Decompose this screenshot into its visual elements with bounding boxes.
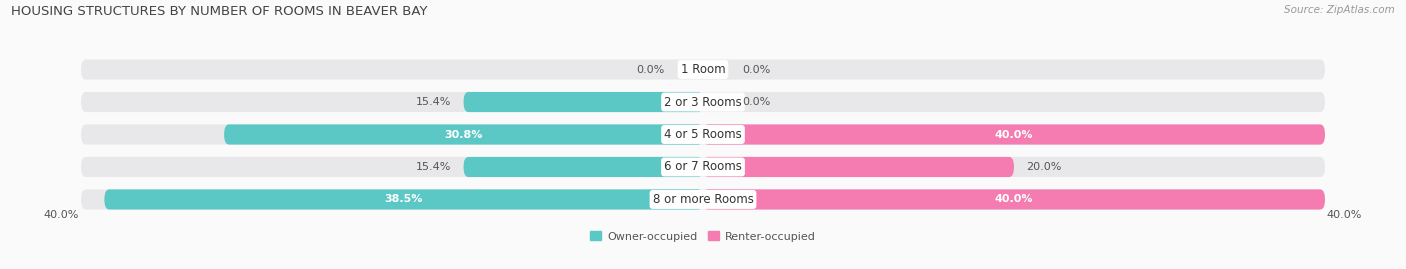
Text: 30.8%: 30.8% [444, 129, 482, 140]
Text: 8 or more Rooms: 8 or more Rooms [652, 193, 754, 206]
Text: 40.0%: 40.0% [44, 210, 79, 220]
FancyBboxPatch shape [464, 157, 703, 177]
Text: Source: ZipAtlas.com: Source: ZipAtlas.com [1284, 5, 1395, 15]
Legend: Owner-occupied, Renter-occupied: Owner-occupied, Renter-occupied [586, 227, 820, 246]
FancyBboxPatch shape [703, 157, 1014, 177]
FancyBboxPatch shape [82, 59, 1324, 80]
FancyBboxPatch shape [82, 92, 1324, 112]
Text: 0.0%: 0.0% [742, 65, 770, 75]
FancyBboxPatch shape [224, 125, 703, 144]
Text: 15.4%: 15.4% [416, 162, 451, 172]
Text: 38.5%: 38.5% [384, 194, 423, 204]
Text: 40.0%: 40.0% [1327, 210, 1362, 220]
FancyBboxPatch shape [82, 157, 1324, 177]
Text: 2 or 3 Rooms: 2 or 3 Rooms [664, 95, 742, 108]
Text: 15.4%: 15.4% [416, 97, 451, 107]
Text: 1 Room: 1 Room [681, 63, 725, 76]
FancyBboxPatch shape [464, 92, 703, 112]
Text: 4 or 5 Rooms: 4 or 5 Rooms [664, 128, 742, 141]
FancyBboxPatch shape [104, 189, 703, 210]
FancyBboxPatch shape [82, 125, 1324, 144]
Text: HOUSING STRUCTURES BY NUMBER OF ROOMS IN BEAVER BAY: HOUSING STRUCTURES BY NUMBER OF ROOMS IN… [11, 5, 427, 18]
Text: 6 or 7 Rooms: 6 or 7 Rooms [664, 161, 742, 174]
Text: 40.0%: 40.0% [994, 194, 1033, 204]
Text: 20.0%: 20.0% [1026, 162, 1062, 172]
Text: 0.0%: 0.0% [636, 65, 664, 75]
FancyBboxPatch shape [703, 189, 1324, 210]
Text: 0.0%: 0.0% [742, 97, 770, 107]
FancyBboxPatch shape [82, 189, 1324, 210]
FancyBboxPatch shape [703, 125, 1324, 144]
Text: 40.0%: 40.0% [994, 129, 1033, 140]
